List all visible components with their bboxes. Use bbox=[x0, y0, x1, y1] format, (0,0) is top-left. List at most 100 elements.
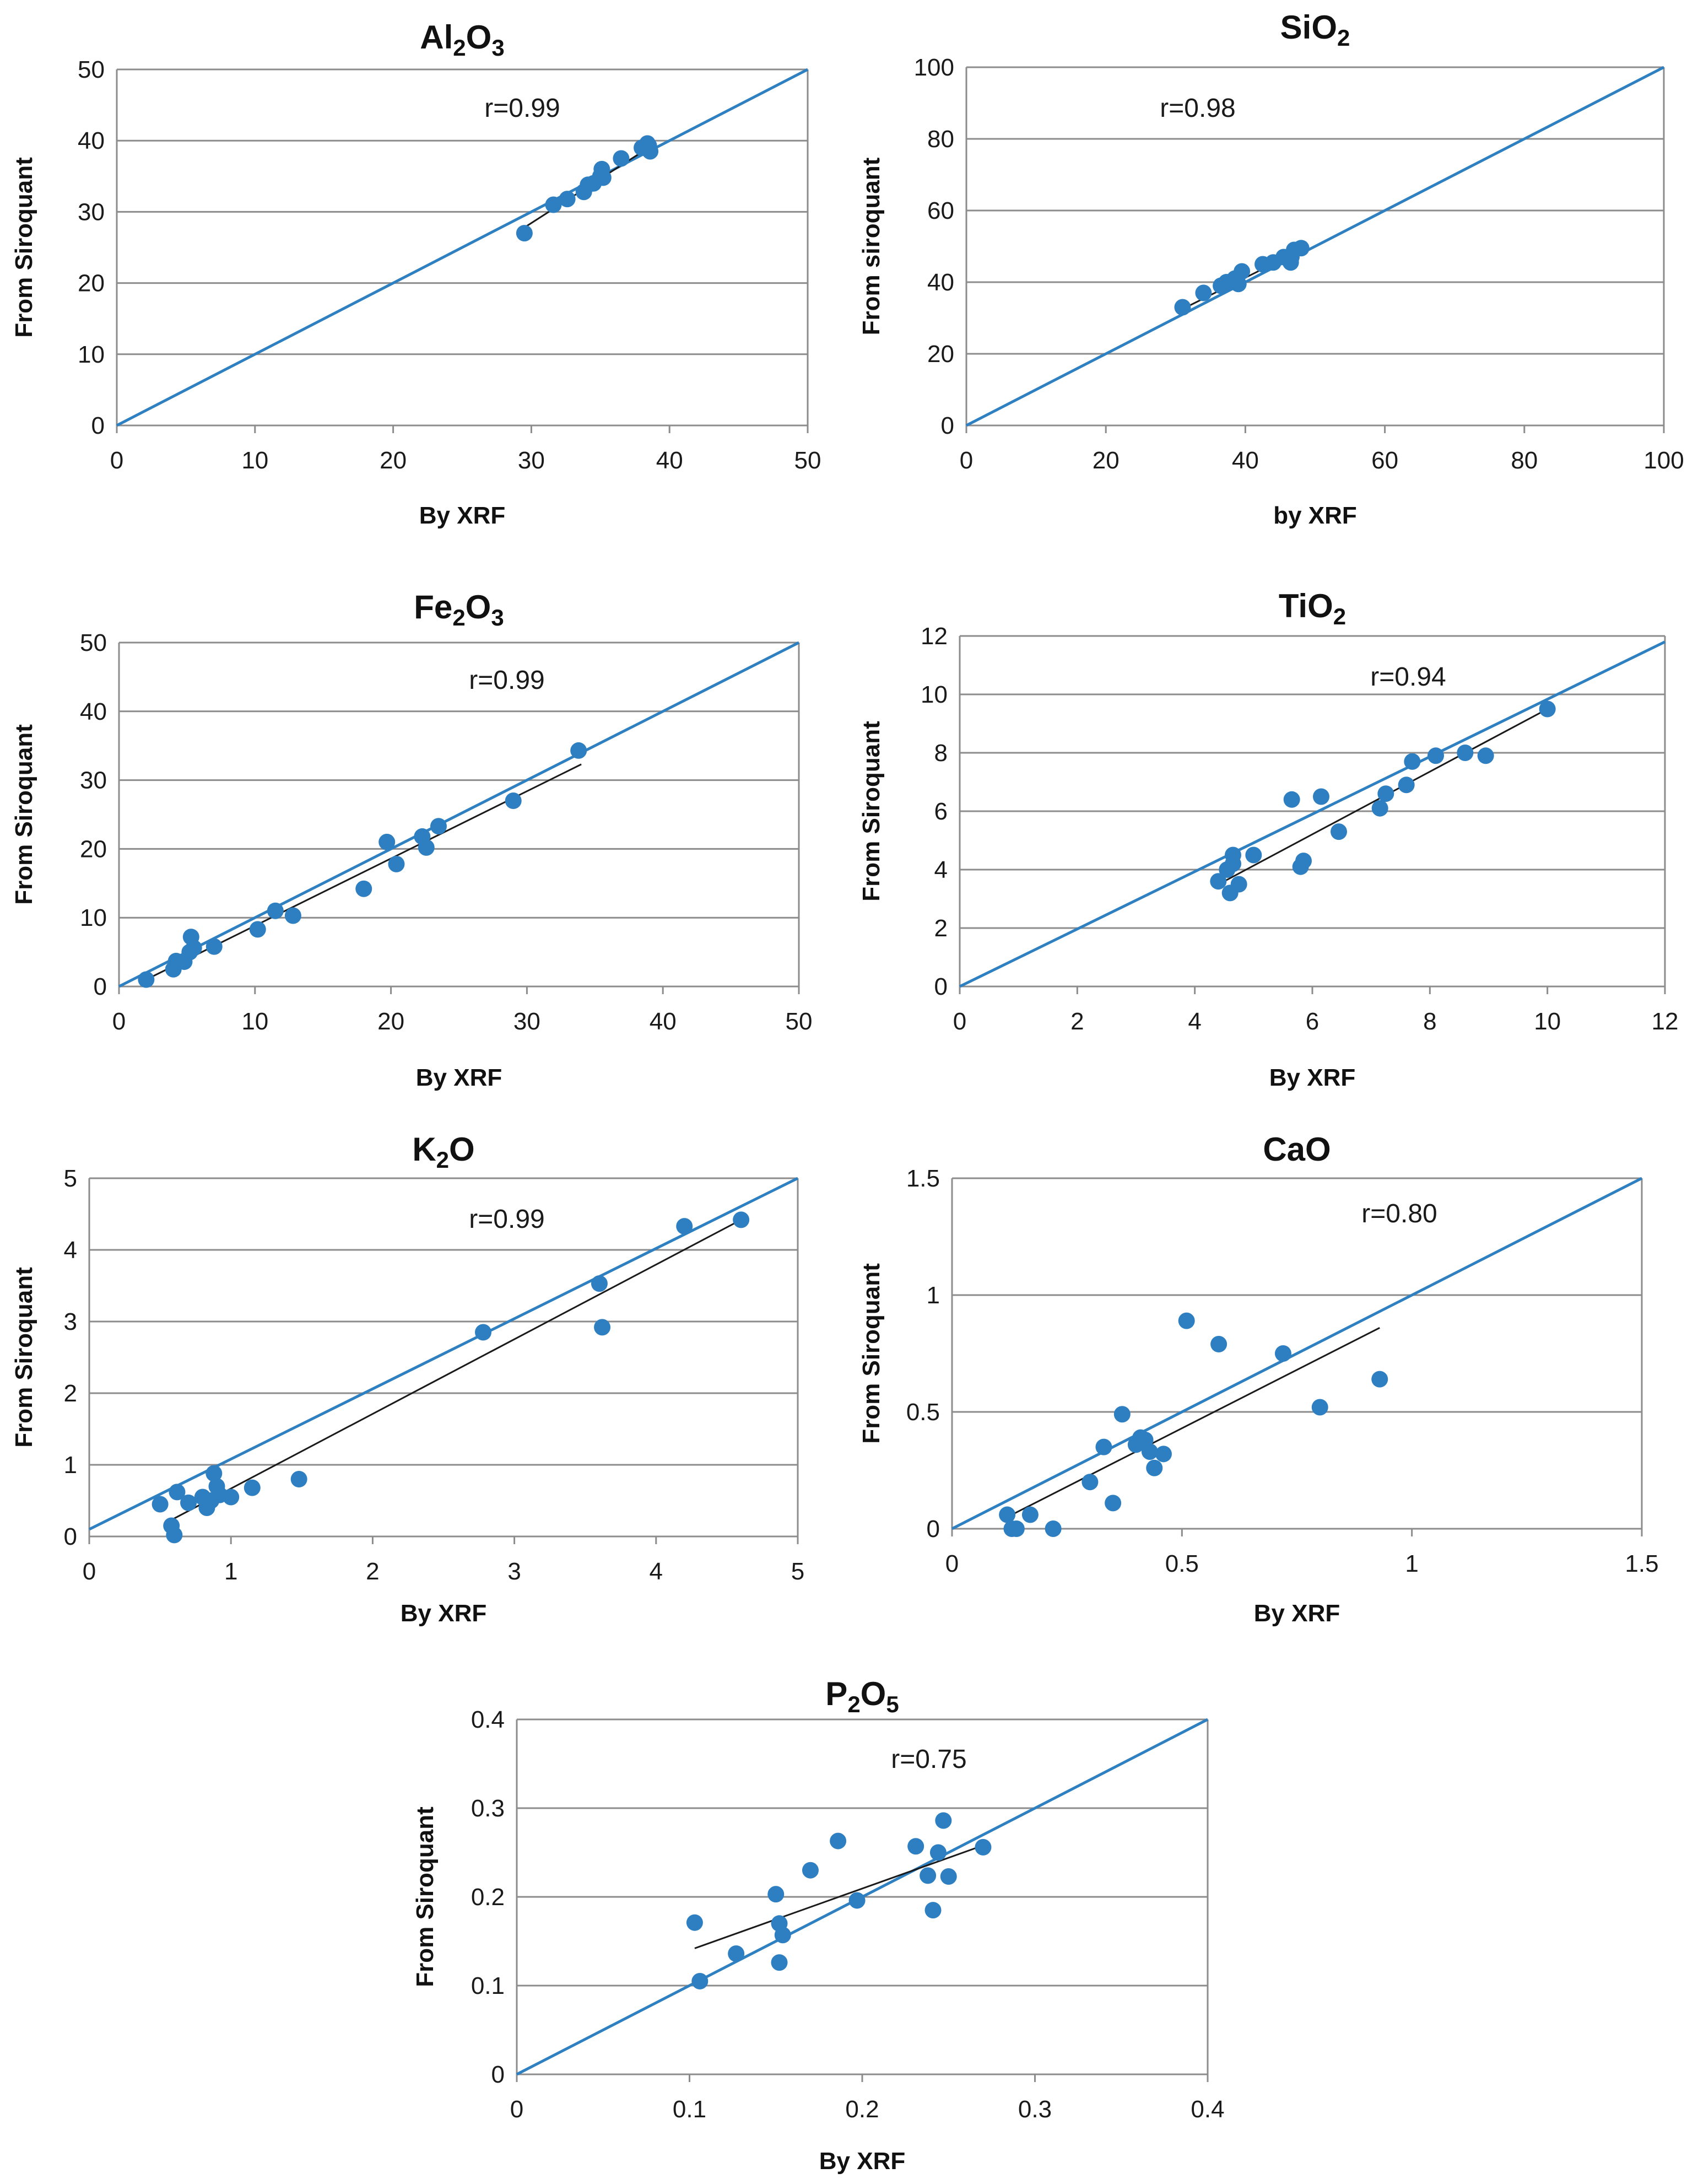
y-tick-label: 0.4 bbox=[471, 1706, 505, 1733]
data-point bbox=[1155, 1446, 1172, 1463]
title-text: Al bbox=[420, 19, 453, 56]
data-point bbox=[1457, 745, 1474, 761]
data-point bbox=[1245, 846, 1262, 864]
x-tick-label: 0.4 bbox=[1191, 2096, 1224, 2123]
y-tick-label: 12 bbox=[921, 623, 948, 650]
data-point bbox=[545, 196, 562, 213]
data-point bbox=[505, 792, 522, 810]
title-subscript: 2 bbox=[847, 1691, 860, 1717]
y-tick-label: 30 bbox=[80, 767, 107, 794]
title-text: K bbox=[412, 1131, 436, 1168]
y-tick-label: 50 bbox=[78, 56, 105, 83]
data-point bbox=[686, 1914, 703, 1931]
data-point bbox=[613, 150, 630, 167]
data-point bbox=[1146, 1459, 1163, 1476]
data-point bbox=[733, 1211, 750, 1228]
y-tick-label: 8 bbox=[934, 740, 948, 767]
x-tick-label: 0 bbox=[960, 447, 973, 474]
data-point bbox=[929, 1844, 947, 1861]
data-point bbox=[1230, 276, 1247, 293]
chart-panel-2: 0 20 40 60 80 100 0 20 40 60 80 100 SiO2 r=0.98 by XRF… bbox=[858, 9, 1684, 529]
data-point bbox=[767, 1886, 785, 1903]
y-tick-label: 0.1 bbox=[471, 1972, 505, 1999]
x-axis-label: By XRF bbox=[1254, 1600, 1340, 1627]
data-point bbox=[1234, 263, 1251, 280]
chart-title: P2O5 bbox=[825, 1675, 899, 1717]
data-point bbox=[1081, 1474, 1099, 1491]
x-tick-label: 0.1 bbox=[673, 2096, 706, 2123]
x-tick-label: 40 bbox=[656, 447, 683, 474]
data-point bbox=[1210, 873, 1227, 890]
y-tick-label: 0.3 bbox=[471, 1795, 505, 1822]
x-axis-label: By XRF bbox=[416, 1064, 502, 1091]
y-tick-label: 3 bbox=[64, 1308, 77, 1335]
title-text: SiO bbox=[1280, 9, 1337, 46]
identity-line bbox=[116, 68, 809, 427]
data-point bbox=[1427, 747, 1444, 764]
data-point bbox=[1021, 1506, 1039, 1523]
x-tick-label: 5 bbox=[791, 1558, 804, 1585]
x-tick-label: 1 bbox=[224, 1558, 237, 1585]
y-tick-label: 2 bbox=[64, 1380, 77, 1407]
chart-title: SiO2 bbox=[1280, 9, 1350, 51]
x-axis-label: by XRF bbox=[1273, 502, 1357, 529]
y-axis-label: From Siroquant bbox=[412, 1806, 439, 1987]
data-point bbox=[430, 818, 447, 835]
data-point bbox=[1105, 1495, 1122, 1512]
data-point bbox=[475, 1324, 492, 1341]
title-text: Fe bbox=[414, 589, 452, 625]
x-tick-label: 20 bbox=[377, 1008, 404, 1035]
x-tick-label: 0 bbox=[110, 447, 123, 474]
data-point bbox=[559, 191, 576, 208]
x-tick-label: 10 bbox=[1534, 1008, 1561, 1035]
y-axis-label: From Siroquant bbox=[858, 1263, 885, 1444]
title-text: CaO bbox=[1263, 1131, 1331, 1168]
y-tick-label: 0 bbox=[91, 412, 105, 439]
data-point bbox=[206, 1465, 223, 1482]
data-point bbox=[1377, 785, 1394, 802]
data-point bbox=[640, 137, 657, 154]
identity-line bbox=[88, 1177, 799, 1531]
data-point bbox=[802, 1862, 819, 1879]
chart-title: Al2O3 bbox=[420, 19, 504, 61]
data-point bbox=[940, 1868, 957, 1885]
data-point bbox=[774, 1927, 791, 1944]
y-axis-label: From siroquant bbox=[858, 157, 885, 335]
data-point bbox=[999, 1506, 1016, 1523]
x-tick-label: 4 bbox=[1188, 1008, 1201, 1035]
data-point bbox=[388, 855, 405, 872]
data-point bbox=[1225, 846, 1241, 864]
x-tick-label: 1 bbox=[1405, 1550, 1418, 1577]
title-subscript: 2 bbox=[1333, 603, 1346, 629]
chart-panel-1: 0 10 20 30 40 50 0 10 20 30 40 50 Al2O3 r=0.99 By XRF F… bbox=[10, 19, 821, 529]
y-axis-label: From Siroquant bbox=[858, 721, 885, 902]
trend-line bbox=[694, 1845, 983, 1949]
data-point bbox=[1283, 249, 1300, 266]
chart-title: Fe2O3 bbox=[414, 589, 504, 630]
x-tick-label: 40 bbox=[650, 1008, 677, 1035]
x-tick-label: 20 bbox=[1093, 447, 1120, 474]
data-point bbox=[418, 839, 435, 856]
x-axis-label: By XRF bbox=[1269, 1064, 1355, 1091]
data-point bbox=[206, 938, 223, 955]
y-tick-label: 10 bbox=[921, 681, 948, 708]
trend-line bbox=[166, 1219, 742, 1523]
x-axis-label: By XRF bbox=[419, 502, 505, 529]
title-text: O bbox=[861, 1675, 886, 1712]
data-point bbox=[935, 1812, 952, 1829]
data-point bbox=[249, 921, 266, 938]
correlation-label: r=0.99 bbox=[469, 666, 544, 695]
x-tick-label: 2 bbox=[1070, 1008, 1084, 1035]
x-tick-label: 0 bbox=[83, 1558, 96, 1585]
data-point bbox=[267, 902, 284, 919]
chart-panel-7: 0 0.1 0.2 0.3 0.4 0 0.1 0.2 0.3 0.4 P2O5 r=0.75 By X… bbox=[412, 1675, 1225, 2175]
y-tick-label: 0 bbox=[64, 1523, 77, 1550]
y-tick-label: 4 bbox=[64, 1237, 77, 1264]
x-tick-label: 10 bbox=[241, 447, 268, 474]
data-point bbox=[771, 1954, 788, 1971]
data-point bbox=[1477, 747, 1494, 764]
correlation-label: r=0.99 bbox=[484, 94, 560, 123]
x-tick-label: 0.3 bbox=[1018, 2096, 1052, 2123]
correlation-label: r=0.94 bbox=[1370, 662, 1446, 692]
